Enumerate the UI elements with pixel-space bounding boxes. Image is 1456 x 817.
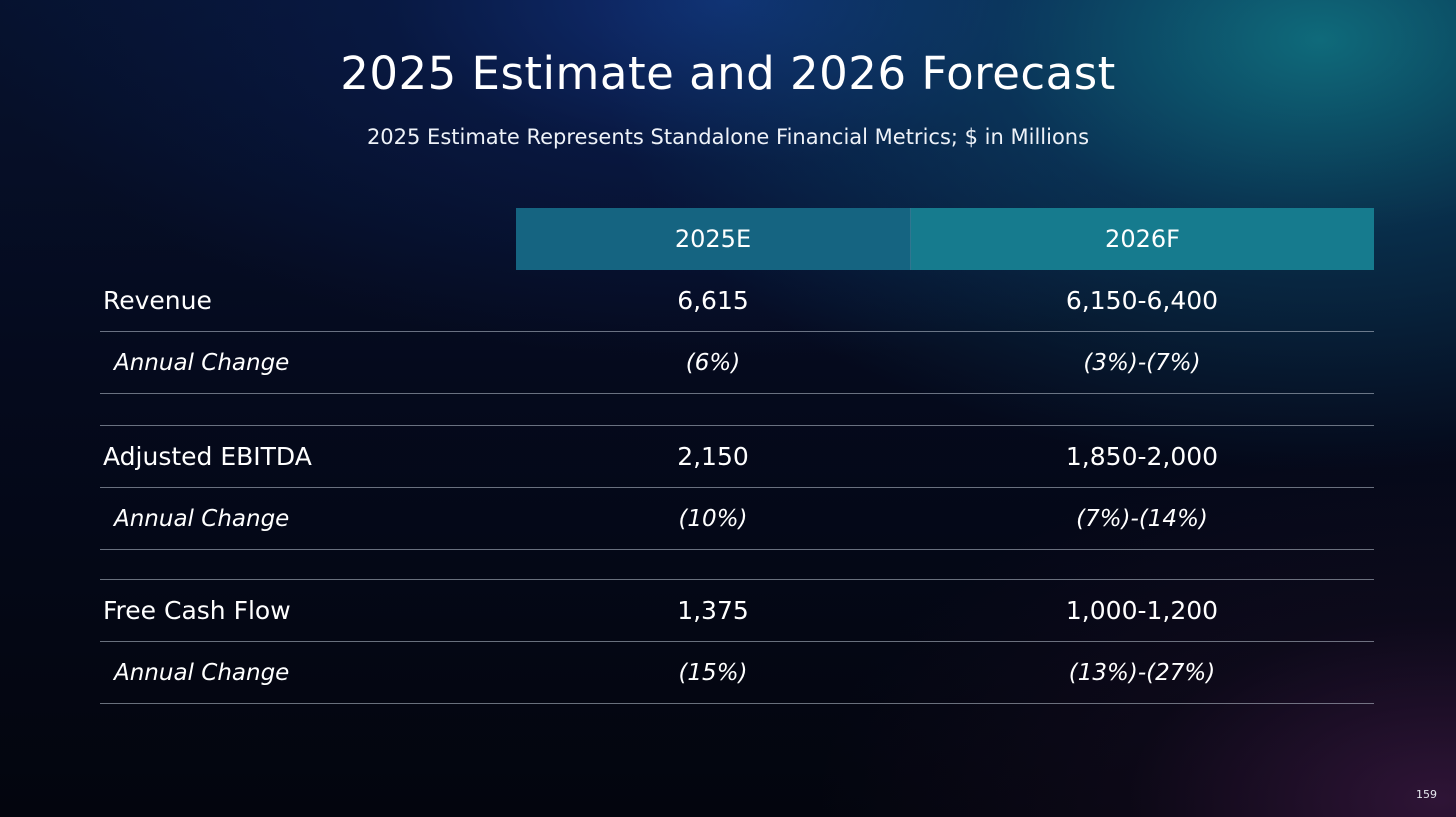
row-label-adjusted-ebitda: Adjusted EBITDA	[103, 442, 312, 471]
row-label-annual-change: Annual Change	[114, 349, 290, 376]
table-row-free-cash-flow: Free Cash Flow 1,375 1,000-1,200	[100, 580, 1374, 642]
row-label-annual-change: Annual Change	[114, 659, 290, 686]
row-label-revenue: Revenue	[103, 286, 212, 315]
row-label-free-cash-flow: Free Cash Flow	[103, 596, 291, 625]
slide-subtitle: 2025 Estimate Represents Standalone Fina…	[366, 125, 1090, 149]
slide-title: 2025 Estimate and 2026 Forecast	[340, 47, 1116, 100]
table-row-revenue: Revenue 6,615 6,150-6,400	[100, 270, 1374, 332]
cell-ebitda-2025e: 2,150	[677, 442, 749, 471]
cell-revenue-2025e: 6,615	[677, 286, 749, 315]
cell-revenue-2026f: 6,150-6,400	[1065, 286, 1219, 315]
table-row-adjusted-ebitda: Adjusted EBITDA 2,150 1,850-2,000	[100, 426, 1374, 488]
table-row-ebitda-annual-change: Annual Change (10%) (7%)-(14%)	[100, 488, 1374, 550]
column-header-2026f: 2026F	[911, 208, 1374, 270]
cell-revenue-change-2026f: (3%)-(7%)	[1083, 349, 1201, 376]
cell-fcf-2025e: 1,375	[677, 596, 749, 625]
group-divider	[100, 425, 1374, 426]
table-header: 2025E 2026F	[516, 208, 1374, 270]
cell-fcf-change-2025e: (15%)	[678, 659, 748, 686]
cell-revenue-change-2025e: (6%)	[685, 349, 741, 376]
table-row-fcf-annual-change: Annual Change (15%) (13%)-(27%)	[100, 642, 1374, 704]
table-row-revenue-annual-change: Annual Change (6%) (3%)-(7%)	[100, 332, 1374, 394]
cell-fcf-change-2026f: (13%)-(27%)	[1068, 659, 1216, 686]
row-label-annual-change: Annual Change	[114, 505, 290, 532]
group-divider	[100, 579, 1374, 580]
cell-ebitda-2026f: 1,850-2,000	[1065, 442, 1219, 471]
cell-ebitda-change-2026f: (7%)-(14%)	[1076, 505, 1208, 532]
cell-ebitda-change-2025e: (10%)	[678, 505, 748, 532]
cell-fcf-2026f: 1,000-1,200	[1065, 596, 1219, 625]
column-header-2025e: 2025E	[516, 208, 911, 270]
page-number: 159	[1416, 788, 1437, 801]
